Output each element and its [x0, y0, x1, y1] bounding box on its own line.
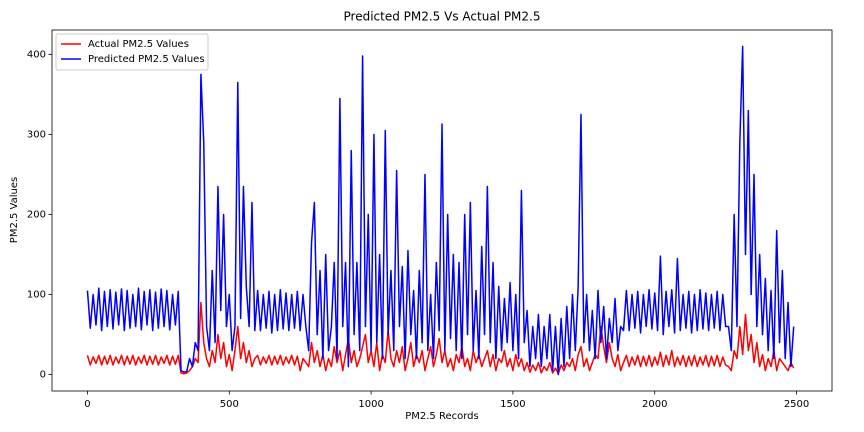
y-axis-label: PM2.5 Values [9, 177, 20, 243]
x-tick-label: 2500 [784, 399, 809, 410]
y-tick-label: 200 [27, 210, 46, 221]
series-line [86, 301, 795, 375]
legend-box [55, 33, 209, 71]
y-tick-label: 300 [27, 129, 46, 140]
y-tick-label: 0 [40, 370, 46, 381]
chart-title: Predicted PM2.5 Vs Actual PM2.5 [344, 10, 541, 24]
legend: Actual PM2.5 Values Predicted PM2.5 Value… [55, 33, 209, 71]
x-tick-label: 500 [220, 399, 239, 410]
x-tick-label: 2000 [642, 399, 667, 410]
series-line [86, 45, 795, 376]
line [86, 45, 795, 376]
y-tick-label: 100 [27, 290, 46, 301]
x-tick-label: 0 [84, 399, 90, 410]
x-tick-label: 1500 [500, 399, 525, 410]
x-axis-label: PM2.5 Records [405, 411, 479, 422]
x-tick-label: 1000 [358, 399, 383, 410]
legend-label: Predicted PM2.5 Values [88, 54, 205, 65]
legend-label: Actual PM2.5 Values [88, 39, 189, 50]
line [86, 301, 795, 375]
plot-frame [51, 29, 833, 392]
y-tick-label: 400 [27, 49, 46, 60]
